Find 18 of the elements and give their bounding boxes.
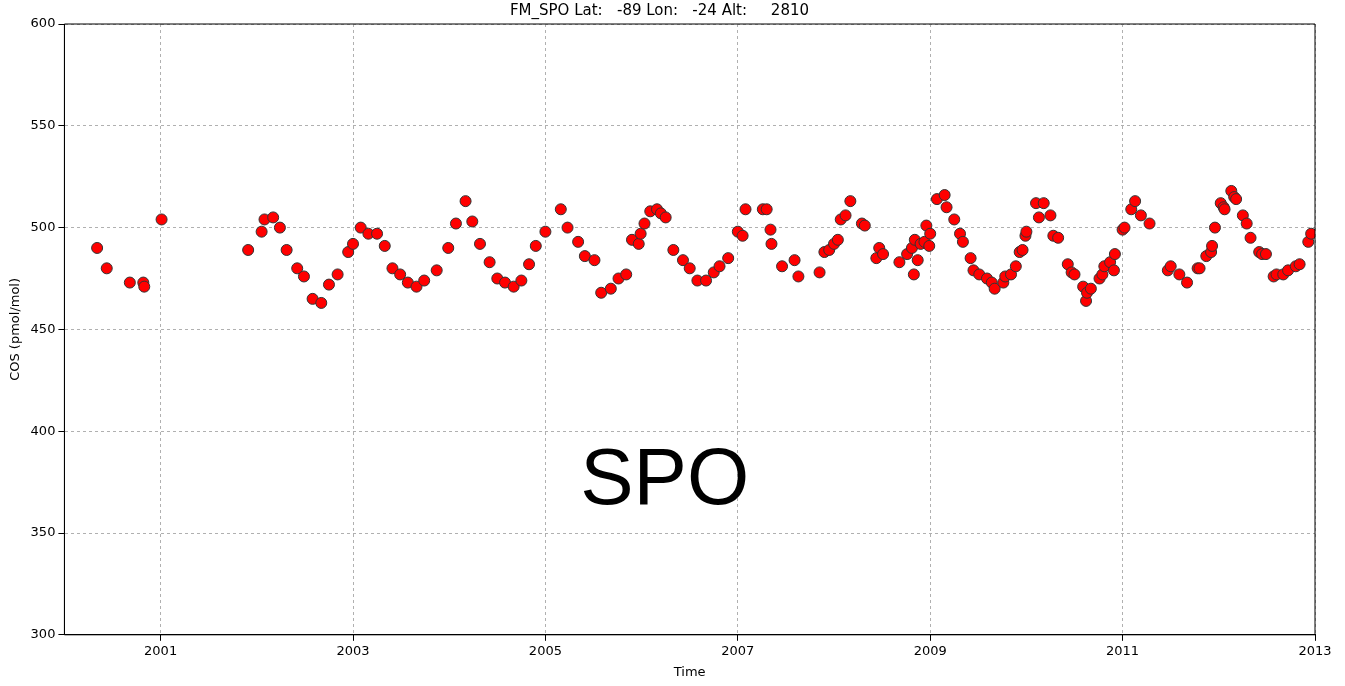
y-axis-title: COS (pmol/mol) [7, 277, 23, 381]
y-tick-label: 450 [30, 320, 56, 336]
y-tick-label: 550 [30, 117, 56, 133]
x-tick-label: 2001 [144, 642, 178, 658]
x-tick-label: 2007 [721, 642, 755, 658]
x-tick-label: 2005 [528, 642, 562, 658]
x-tick-label: 2003 [336, 642, 370, 658]
y-tick-label: 350 [30, 524, 56, 540]
y-tick-label: 600 [30, 15, 56, 31]
y-tick-label: 500 [30, 218, 56, 234]
x-tick-label: 2011 [1106, 642, 1140, 658]
y-tick-label: 300 [30, 626, 56, 642]
annotation: SPO [580, 432, 750, 522]
chart-title: FM_SPO Lat: -89 Lon: -24 Alt: 2810 [509, 0, 810, 20]
y-tick-label: 400 [30, 422, 56, 438]
x-tick-label: 2009 [913, 642, 947, 658]
x-axis-title: Time [672, 663, 706, 679]
x-tick-label: 2013 [1298, 642, 1332, 658]
